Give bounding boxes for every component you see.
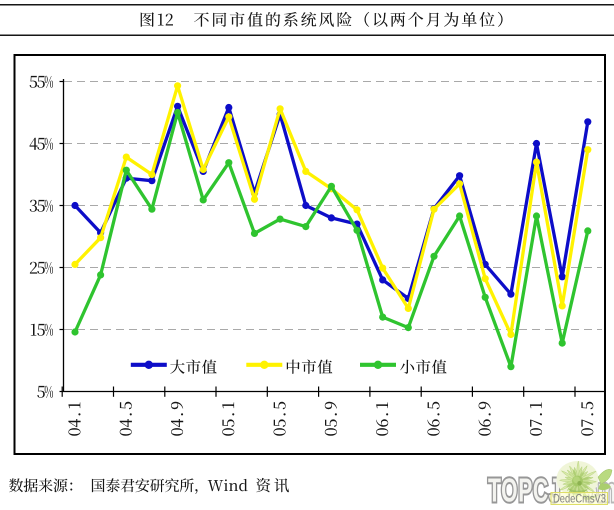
svg-text:DedeCmsV3: DedeCmsV3 bbox=[553, 494, 606, 506]
svg-text:TOPCJ: TOPCJ bbox=[488, 472, 561, 509]
